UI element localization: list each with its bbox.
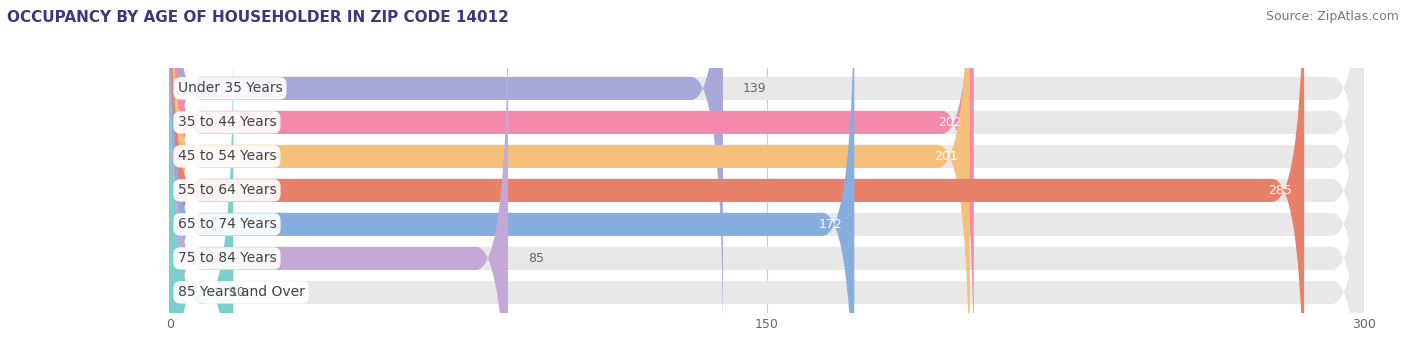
FancyBboxPatch shape — [170, 32, 1364, 340]
FancyBboxPatch shape — [170, 0, 970, 340]
FancyBboxPatch shape — [170, 32, 233, 340]
Text: 202: 202 — [938, 116, 962, 129]
Text: 65 to 74 Years: 65 to 74 Years — [177, 217, 277, 232]
FancyBboxPatch shape — [170, 0, 1305, 340]
FancyBboxPatch shape — [170, 0, 1364, 340]
FancyBboxPatch shape — [170, 0, 855, 340]
Text: 201: 201 — [934, 150, 957, 163]
FancyBboxPatch shape — [170, 0, 1364, 340]
Text: 172: 172 — [818, 218, 842, 231]
Text: OCCUPANCY BY AGE OF HOUSEHOLDER IN ZIP CODE 14012: OCCUPANCY BY AGE OF HOUSEHOLDER IN ZIP C… — [7, 10, 509, 25]
FancyBboxPatch shape — [170, 0, 1364, 340]
FancyBboxPatch shape — [170, 0, 1364, 340]
Text: 35 to 44 Years: 35 to 44 Years — [177, 115, 276, 130]
FancyBboxPatch shape — [170, 0, 508, 340]
FancyBboxPatch shape — [170, 0, 1364, 340]
Text: 10: 10 — [229, 286, 245, 299]
FancyBboxPatch shape — [170, 0, 974, 340]
Text: 55 to 64 Years: 55 to 64 Years — [177, 183, 277, 198]
FancyBboxPatch shape — [170, 0, 1364, 340]
Text: 285: 285 — [1268, 184, 1292, 197]
Text: Source: ZipAtlas.com: Source: ZipAtlas.com — [1265, 10, 1399, 23]
Text: 85: 85 — [527, 252, 544, 265]
FancyBboxPatch shape — [170, 0, 723, 340]
Text: 139: 139 — [742, 82, 766, 95]
Text: 75 to 84 Years: 75 to 84 Years — [177, 251, 277, 266]
Text: Under 35 Years: Under 35 Years — [177, 81, 283, 96]
Text: 45 to 54 Years: 45 to 54 Years — [177, 149, 276, 164]
Text: 85 Years and Over: 85 Years and Over — [177, 285, 305, 300]
